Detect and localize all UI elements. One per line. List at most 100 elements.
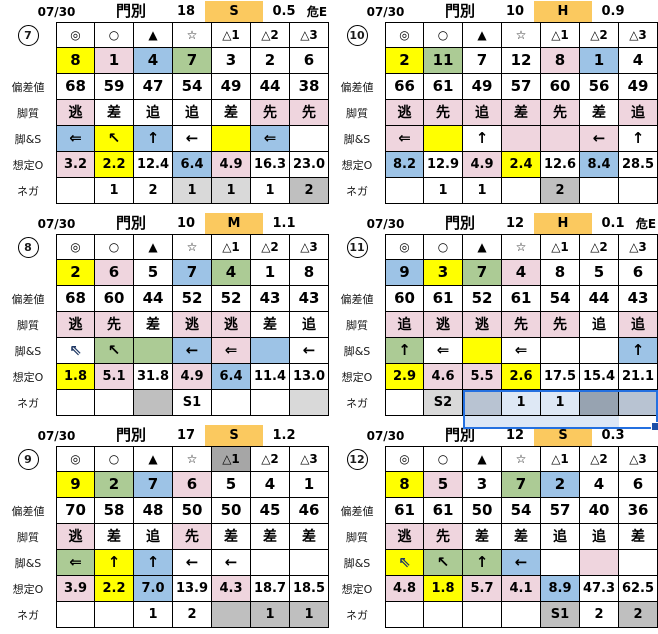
- symbol-cell[interactable]: △1: [212, 234, 251, 260]
- deviation-cell[interactable]: 40: [580, 498, 619, 524]
- deviation-cell[interactable]: 57: [502, 74, 541, 100]
- deviation-cell[interactable]: 60: [385, 286, 424, 312]
- horse-number-cell[interactable]: 1: [580, 48, 619, 74]
- estimated-odds-cell[interactable]: 21.1: [619, 364, 658, 390]
- symbol-cell[interactable]: ☆: [173, 446, 212, 472]
- running-style-cell[interactable]: 先: [173, 524, 212, 550]
- horse-number-cell[interactable]: 2: [95, 472, 134, 498]
- nega-cell[interactable]: S1: [173, 390, 212, 416]
- estimated-odds-cell[interactable]: 23.0: [290, 152, 329, 178]
- symbol-cell[interactable]: △3: [619, 22, 658, 48]
- estimated-odds-cell[interactable]: 4.6: [424, 364, 463, 390]
- symbol-cell[interactable]: ○: [424, 446, 463, 472]
- running-style-cell[interactable]: 逃: [463, 312, 502, 338]
- symbol-cell[interactable]: ▲: [463, 234, 502, 260]
- nega-cell[interactable]: 1: [541, 390, 580, 416]
- deviation-cell[interactable]: 47: [134, 74, 173, 100]
- horse-number-cell[interactable]: 4: [134, 48, 173, 74]
- estimated-odds-cell[interactable]: 15.4: [580, 364, 619, 390]
- symbol-cell[interactable]: ☆: [502, 446, 541, 472]
- estimated-odds-cell[interactable]: 3.2: [56, 152, 95, 178]
- estimated-odds-cell[interactable]: 17.5: [541, 364, 580, 390]
- estimated-odds-cell[interactable]: 1.8: [424, 576, 463, 602]
- running-style-cell[interactable]: 差: [502, 524, 541, 550]
- symbol-cell[interactable]: ○: [95, 22, 134, 48]
- estimated-odds-cell[interactable]: 3.9: [56, 576, 95, 602]
- horse-number-cell[interactable]: 6: [173, 472, 212, 498]
- pace-arrow-cell[interactable]: ↑: [134, 550, 173, 576]
- horse-number-cell[interactable]: 6: [290, 48, 329, 74]
- symbol-cell[interactable]: ☆: [173, 22, 212, 48]
- running-style-cell[interactable]: 追: [580, 312, 619, 338]
- symbol-cell[interactable]: △2: [251, 234, 290, 260]
- pace-arrow-cell[interactable]: [619, 550, 658, 576]
- deviation-cell[interactable]: 49: [463, 74, 502, 100]
- running-style-cell[interactable]: 差: [134, 312, 173, 338]
- horse-number-cell[interactable]: 7: [173, 48, 212, 74]
- deviation-cell[interactable]: 50: [173, 498, 212, 524]
- horse-number-cell[interactable]: 8: [541, 260, 580, 286]
- running-style-cell[interactable]: 逃: [56, 100, 95, 126]
- deviation-cell[interactable]: 56: [580, 74, 619, 100]
- deviation-cell[interactable]: 58: [95, 498, 134, 524]
- running-style-cell[interactable]: 追: [134, 100, 173, 126]
- pace-arrow-cell[interactable]: [251, 338, 290, 364]
- horse-number-cell[interactable]: 5: [580, 260, 619, 286]
- running-style-cell[interactable]: 差: [463, 524, 502, 550]
- nega-cell[interactable]: [502, 178, 541, 204]
- horse-number-cell[interactable]: 3: [463, 472, 502, 498]
- estimated-odds-cell[interactable]: 8.9: [541, 576, 580, 602]
- symbol-cell[interactable]: ◎: [56, 234, 95, 260]
- nega-cell[interactable]: [134, 390, 173, 416]
- estimated-odds-cell[interactable]: 2.9: [385, 364, 424, 390]
- fill-handle[interactable]: [651, 422, 658, 431]
- symbol-cell[interactable]: △2: [251, 22, 290, 48]
- horse-number-cell[interactable]: 2: [385, 48, 424, 74]
- symbol-cell[interactable]: △3: [290, 446, 329, 472]
- nega-cell[interactable]: [95, 602, 134, 628]
- pace-arrow-cell[interactable]: ↖: [95, 338, 134, 364]
- horse-number-cell[interactable]: 3: [424, 260, 463, 286]
- symbol-cell[interactable]: ▲: [463, 446, 502, 472]
- horse-number-cell[interactable]: 7: [502, 472, 541, 498]
- running-style-cell[interactable]: 先: [541, 100, 580, 126]
- horse-number-cell[interactable]: 3: [212, 48, 251, 74]
- running-style-cell[interactable]: 追: [173, 100, 212, 126]
- horse-number-cell[interactable]: 8: [290, 260, 329, 286]
- pace-arrow-cell[interactable]: ⇐: [56, 126, 95, 152]
- symbol-cell[interactable]: ◎: [56, 446, 95, 472]
- deviation-cell[interactable]: 60: [95, 286, 134, 312]
- nega-cell[interactable]: [56, 602, 95, 628]
- symbol-cell[interactable]: ▲: [463, 22, 502, 48]
- estimated-odds-cell[interactable]: 2.2: [95, 152, 134, 178]
- estimated-odds-cell[interactable]: 7.0: [134, 576, 173, 602]
- pace-arrow-cell[interactable]: ←: [173, 126, 212, 152]
- symbol-cell[interactable]: ○: [424, 22, 463, 48]
- symbol-cell[interactable]: ▲: [134, 22, 173, 48]
- nega-cell[interactable]: [463, 602, 502, 628]
- estimated-odds-cell[interactable]: 5.5: [463, 364, 502, 390]
- deviation-cell[interactable]: 61: [385, 498, 424, 524]
- deviation-cell[interactable]: 61: [502, 286, 541, 312]
- nega-cell[interactable]: 2: [134, 178, 173, 204]
- pace-arrow-cell[interactable]: ↑: [463, 550, 502, 576]
- estimated-odds-cell[interactable]: 62.5: [619, 576, 658, 602]
- symbol-cell[interactable]: ◎: [385, 22, 424, 48]
- pace-arrow-cell[interactable]: [424, 126, 463, 152]
- running-style-cell[interactable]: 先: [541, 312, 580, 338]
- running-style-cell[interactable]: 逃: [424, 312, 463, 338]
- horse-number-cell[interactable]: 5: [424, 472, 463, 498]
- pace-arrow-cell[interactable]: ←: [290, 338, 329, 364]
- running-style-cell[interactable]: 追: [619, 312, 658, 338]
- symbol-cell[interactable]: △1: [541, 446, 580, 472]
- horse-number-cell[interactable]: 4: [502, 260, 541, 286]
- estimated-odds-cell[interactable]: 18.7: [251, 576, 290, 602]
- deviation-cell[interactable]: 45: [251, 498, 290, 524]
- pace-arrow-cell[interactable]: [541, 126, 580, 152]
- horse-number-cell[interactable]: 11: [424, 48, 463, 74]
- deviation-cell[interactable]: 43: [290, 286, 329, 312]
- horse-number-cell[interactable]: 9: [56, 472, 95, 498]
- symbol-cell[interactable]: △2: [580, 22, 619, 48]
- pace-arrow-cell[interactable]: ←: [173, 338, 212, 364]
- symbol-cell[interactable]: ☆: [502, 22, 541, 48]
